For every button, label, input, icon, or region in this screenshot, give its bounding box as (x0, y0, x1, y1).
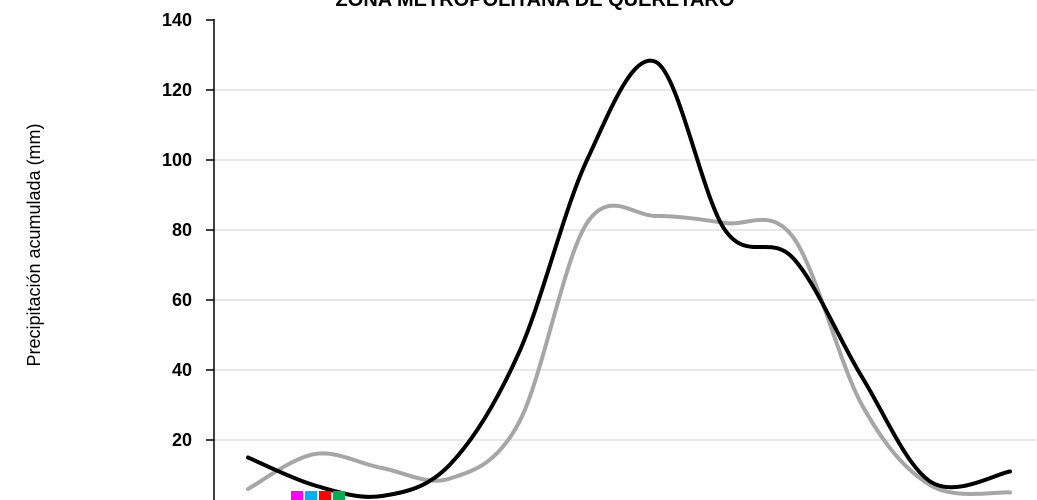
gridlines (214, 89, 1036, 441)
series-line-2 (246, 203, 1012, 497)
y-tick-label: 100 (162, 150, 192, 170)
y-tick-label: 40 (172, 360, 192, 380)
y-tick-label: 20 (172, 430, 192, 450)
y-tick-label: 60 (172, 290, 192, 310)
y-tick-label: 80 (172, 220, 192, 240)
y-tick-label: 120 (162, 80, 192, 100)
axes (213, 19, 345, 500)
series-line-1 (246, 58, 1012, 499)
series-lines (246, 58, 1012, 499)
legend-swatch (305, 491, 317, 500)
y-tick-label: 140 (162, 10, 192, 30)
y-axis-title: Precipitación acumulada (mm) (24, 123, 44, 366)
legend-swatch (291, 491, 303, 500)
chart-title: ZONA METROPOLITANA DE QUERÉTARO (336, 0, 735, 11)
y-tick-labels: 20 40 60 80 100 120 140 (162, 10, 214, 450)
legend-swatch (333, 491, 345, 500)
legend-swatch (319, 491, 331, 500)
